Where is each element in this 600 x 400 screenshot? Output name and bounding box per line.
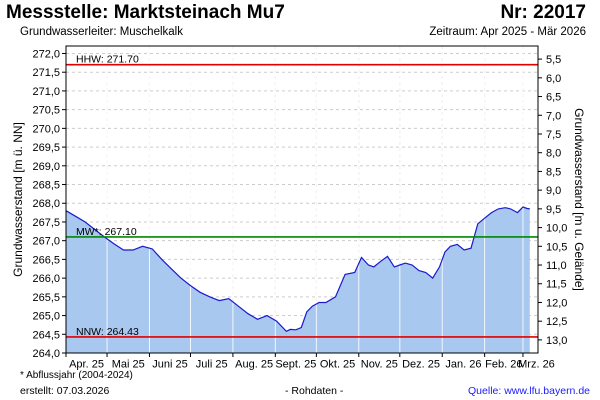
y-left-tick-label: 264,5 <box>32 329 60 341</box>
y-left-tick-label: 267,5 <box>32 217 60 229</box>
reference-label-0: HHW: 271.70 <box>76 54 139 66</box>
reference-lines: HHW: 271.70 MW*: 267.10 NNW: 264.43 <box>66 54 538 338</box>
x-axis: Apr. 25 Mai 25 Juni 25 Juli 25 Aug. 25 Sept. … <box>65 353 555 371</box>
y-right-tick-label: 13,0 <box>546 335 567 347</box>
source-link[interactable]: Quelle: www.lfu.bayern.de <box>468 385 590 397</box>
y-left-tick-label: 272,0 <box>32 48 60 60</box>
y-right-tick-label: 10,0 <box>546 223 567 235</box>
time-period: Zeitraum: Apr 2025 - Mär 2026 <box>429 26 586 38</box>
y-right-tick-label: 11,0 <box>546 260 567 272</box>
y-left-tick-label: 266,5 <box>32 254 60 266</box>
y-left-tick-label: 271,5 <box>32 67 60 79</box>
y-left-tick-label: 268,5 <box>32 180 60 192</box>
reference-label-2: NNW: 264.43 <box>76 326 139 338</box>
y-left-tick-label: 265,5 <box>32 292 60 304</box>
x-tick-label: Jan. 26 <box>445 359 481 371</box>
y-left-tick-label: 269,5 <box>32 142 60 154</box>
y-left-tick-label: 264,0 <box>32 348 60 360</box>
y-left-tick-label: 270,0 <box>32 123 60 135</box>
x-tick-label: Juni 25 <box>152 359 187 371</box>
footnote: * Abflussjahr (2004-2024) <box>20 370 133 381</box>
y-right-tick-label: 11,5 <box>546 279 567 291</box>
y-right-tick-label: 12,0 <box>546 297 567 309</box>
x-tick-label: Apr. 25 <box>69 359 104 371</box>
x-tick-label: Sept. 25 <box>275 359 316 371</box>
y-left-tick-label: 269,0 <box>32 161 60 173</box>
x-tick-label: Mai 25 <box>112 359 145 371</box>
y-right-tick-label: 8,0 <box>546 148 561 160</box>
y-right-tick-label: 10,5 <box>546 241 567 253</box>
y-left-tick-label: 271,0 <box>32 86 60 98</box>
y-axis-left-title: Grundwasserstand [m ü. NN] <box>11 122 25 277</box>
y-right-tick-label: 7,0 <box>546 110 561 122</box>
created-date: erstellt: 07.03.2026 <box>20 385 110 397</box>
groundwater-area <box>66 207 530 353</box>
plot-frame <box>65 45 539 354</box>
y-right-tick-label: 9,5 <box>546 204 561 216</box>
y-left-tick-label: 265,0 <box>32 311 60 323</box>
rawdata-note: - Rohdaten - <box>285 385 344 397</box>
reference-label-1: MW*: 267.10 <box>76 226 137 238</box>
y-left-tick-label: 270,5 <box>32 105 60 117</box>
station-title: Messstelle: Marktsteinach Mu7 <box>6 2 285 23</box>
y-left-tick-label: 267,0 <box>32 236 60 248</box>
y-axis-left: 264,0 264,5 265,0 265,5 266,0 266,5 267,0 267,5… <box>32 48 66 360</box>
x-tick-label: Mrz. 26 <box>518 359 555 371</box>
y-right-tick-label: 9,0 <box>546 185 561 197</box>
y-right-tick-label: 7,5 <box>546 129 561 141</box>
y-right-tick-label: 6,5 <box>546 92 561 104</box>
x-tick-label: Dez. 25 <box>402 359 440 371</box>
y-right-tick-label: 12,5 <box>546 316 567 328</box>
y-right-tick-label: 5,5 <box>546 54 561 66</box>
aquifer-subtitle: Grundwasserleiter: Muschelkalk <box>20 26 183 38</box>
y-left-tick-label: 268,0 <box>32 198 60 210</box>
y-right-tick-label: 8,5 <box>546 166 561 178</box>
y-axis-right-title: Grundwasserstand [m u. Gelände] <box>572 108 586 291</box>
y-right-tick-label: 6,0 <box>546 73 561 85</box>
x-tick-label: Juli 25 <box>196 359 228 371</box>
x-tick-label: Feb. 26 <box>485 359 522 371</box>
x-tick-label: Aug. 25 <box>235 359 273 371</box>
station-number: Nr: 22017 <box>500 2 586 23</box>
groundwater-line <box>65 206 530 333</box>
x-tick-label: Nov. 25 <box>361 359 398 371</box>
x-tick-label: Okt. 25 <box>320 359 355 371</box>
y-axis-right: 5,5 6,0 6,5 7,0 7,5 8,0 8,5 9,0 9,5 10,0 10,5 11,0 1… <box>538 54 567 347</box>
y-left-tick-label: 266,0 <box>32 273 60 285</box>
